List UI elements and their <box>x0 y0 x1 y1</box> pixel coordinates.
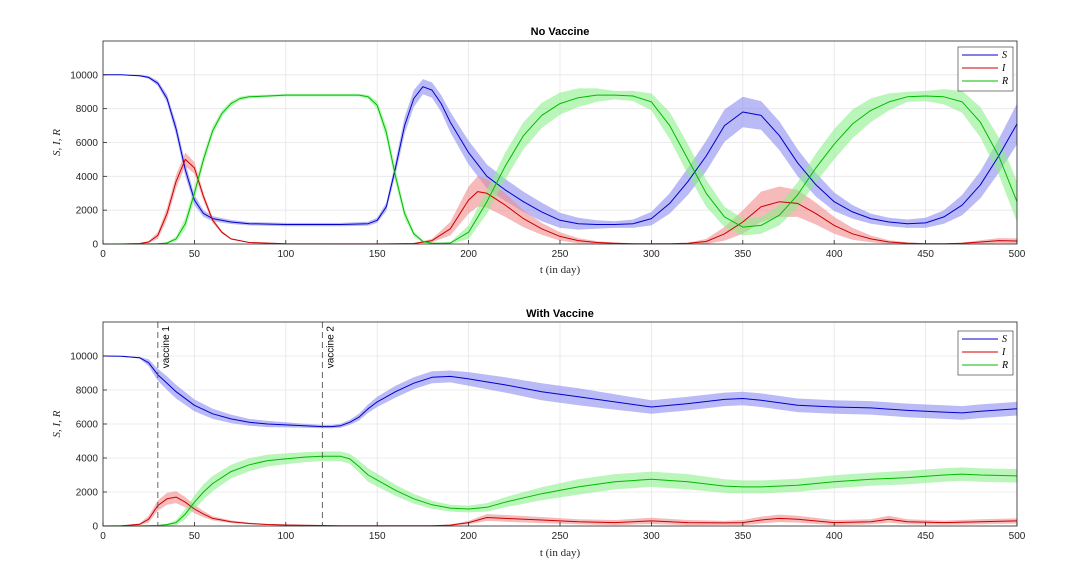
x-tick-label: 200 <box>460 531 477 542</box>
legend-label-i: I <box>1001 63 1006 74</box>
y-tick-label: 2000 <box>76 206 99 217</box>
x-tick-label: 50 <box>189 531 201 542</box>
vaccine-markers: vaccine 1 vaccine 2 <box>157 322 336 526</box>
x-tick-label: 300 <box>643 531 660 542</box>
x-tick-label: 150 <box>369 531 386 542</box>
y-tick-label: 8000 <box>76 104 99 115</box>
chart-title: With Vaccine <box>526 308 594 320</box>
y-tick-label: 6000 <box>76 420 99 431</box>
x-tick-label: 500 <box>1009 249 1026 260</box>
y-tick-label: 8000 <box>76 386 99 397</box>
chart-no-vaccine: 0 50 100 150 200 250 300 350 400 450 500 0 2000 4000 6… <box>51 26 1026 276</box>
legend: S I R <box>957 330 1014 376</box>
y-tick-label: 2000 <box>76 488 99 499</box>
x-tick-label: 500 <box>1009 531 1026 542</box>
legend-label-i: I <box>1001 347 1006 358</box>
legend: S I R <box>957 46 1014 92</box>
series-band-s <box>103 356 1017 429</box>
x-tick-label: 0 <box>100 531 106 542</box>
x-tick-label: 100 <box>277 531 294 542</box>
x-tick-label: 350 <box>734 531 751 542</box>
x-tick-label: 400 <box>826 531 843 542</box>
y-tick-label: 10000 <box>70 70 98 81</box>
series-line-s <box>103 74 1018 225</box>
x-tick-label: 300 <box>643 249 660 260</box>
y-tick-label: 0 <box>92 522 98 533</box>
legend-label-s: S <box>1002 50 1007 61</box>
y-tick-label: 4000 <box>76 454 99 465</box>
y-axis-label: S, I, R <box>51 129 63 156</box>
x-tick-label: 100 <box>277 249 294 260</box>
x-axis-label: t (in day) <box>540 547 581 559</box>
y-tick-label: 4000 <box>76 172 99 183</box>
x-tick-label: 250 <box>552 249 569 260</box>
x-tick-label: 450 <box>917 531 934 542</box>
x-tick-label: 150 <box>369 249 386 260</box>
y-axis-label: S, I, R <box>51 410 63 437</box>
series-line-s <box>102 355 1018 428</box>
x-tick-label: 450 <box>917 249 934 260</box>
x-tick-label: 200 <box>460 249 477 260</box>
y-tick-label: 6000 <box>76 138 99 149</box>
series-band-r <box>103 451 1017 526</box>
x-tick-label: 250 <box>552 531 569 542</box>
legend-label-r: R <box>1001 360 1008 371</box>
vaccine-marker-label: vaccine 1 <box>161 326 172 369</box>
axis-ticks: 0 50 100 150 200 250 300 350 400 450 500 0 2000 4000 6… <box>70 70 1026 260</box>
y-tick-label: 0 <box>92 240 98 251</box>
series-band-i <box>103 491 1017 526</box>
axis-ticks: 0 50 100 150 200 250 300 350 400 450 500 0 2000 4000 6… <box>70 352 1026 543</box>
series-line-i <box>103 158 1018 245</box>
confidence-bands <box>103 356 1017 526</box>
x-tick-label: 50 <box>189 249 201 260</box>
x-tick-label: 0 <box>100 249 106 260</box>
series-line-r <box>102 94 1018 245</box>
y-tick-label: 10000 <box>70 352 98 363</box>
chart-with-vaccine: vaccine 1 vaccine 2 0 50 100 150 200 250 300 350… <box>51 308 1026 559</box>
x-axis-label: t (in day) <box>540 264 581 276</box>
series-lines <box>102 74 1018 245</box>
chart-title: No Vaccine <box>531 26 590 38</box>
legend-label-s: S <box>1002 334 1007 345</box>
x-tick-label: 400 <box>826 249 843 260</box>
x-tick-label: 350 <box>734 249 751 260</box>
vaccine-marker-label: vaccine 2 <box>325 326 336 369</box>
series-line-r <box>102 455 1018 527</box>
legend-label-r: R <box>1001 76 1008 87</box>
